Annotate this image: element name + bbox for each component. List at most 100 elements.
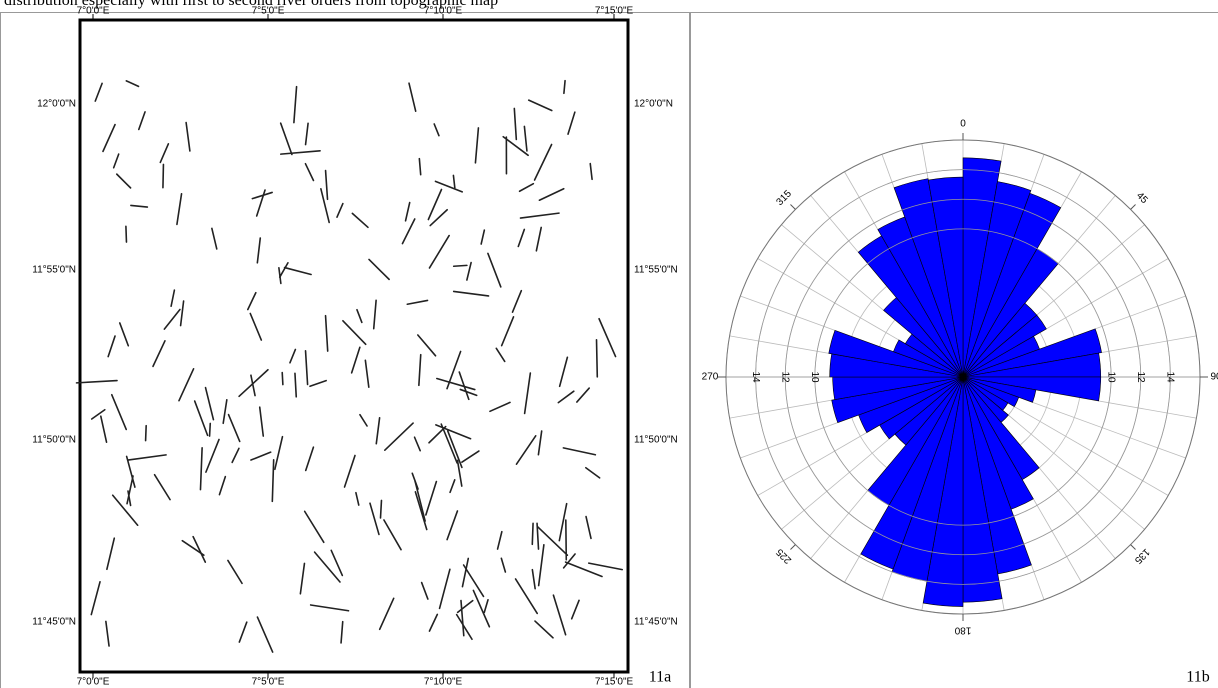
- lineament: [446, 430, 463, 469]
- angle-label: 90: [1210, 372, 1218, 383]
- lineament: [351, 212, 369, 229]
- lineament: [379, 499, 383, 519]
- lineament: [227, 559, 243, 585]
- lineament: [449, 479, 456, 494]
- lineament: [105, 620, 110, 647]
- ring-label: 10: [809, 371, 820, 383]
- angle-label: 0: [960, 119, 966, 130]
- panel-b-border: [690, 12, 1218, 688]
- lineament: [418, 353, 422, 387]
- lineament: [356, 308, 363, 324]
- lineament: [218, 475, 227, 496]
- lineament: [144, 424, 147, 442]
- lineament: [456, 599, 474, 614]
- map-frame: [78, 18, 630, 674]
- lineament: [519, 212, 560, 219]
- lineament: [455, 613, 473, 641]
- lineament: [278, 267, 282, 285]
- rose-diagram: 10101212141404590135180225270315: [702, 119, 1218, 636]
- lineament: [256, 616, 274, 653]
- ring-tick: [814, 228, 1112, 526]
- lineament: [127, 490, 132, 507]
- lineament: [336, 202, 344, 218]
- y-coord-label: 11°55'0"N: [32, 265, 76, 276]
- lineament: [538, 187, 565, 202]
- lineament: [110, 393, 128, 431]
- lineament: [535, 226, 543, 252]
- lineament: [564, 561, 603, 578]
- rose-petal: [860, 376, 964, 570]
- lineament: [461, 450, 480, 463]
- lineament: [552, 594, 567, 636]
- lineament: [130, 204, 149, 208]
- lineament: [452, 174, 456, 189]
- rose-petal: [962, 328, 1102, 378]
- lineament: [90, 581, 101, 616]
- lineament: [111, 494, 139, 527]
- angle-label: 45: [1134, 190, 1150, 206]
- x-coord-label: 7°5'0"E: [252, 6, 285, 17]
- lineament: [417, 334, 437, 357]
- lineament: [378, 597, 395, 631]
- lineament: [495, 347, 506, 363]
- lineament: [299, 562, 306, 595]
- angle-label: 270: [702, 372, 719, 383]
- lineament: [178, 367, 195, 402]
- lineament: [558, 356, 569, 388]
- lineament: [125, 80, 140, 88]
- lineament: [452, 290, 490, 297]
- lineament: [456, 459, 463, 487]
- lineament: [162, 163, 165, 189]
- rose-petal: [927, 176, 964, 378]
- lineament: [459, 388, 478, 397]
- lineament: [256, 237, 262, 264]
- lineament: [413, 436, 421, 452]
- lineament: [383, 519, 402, 551]
- lineament: [531, 568, 536, 590]
- y-coord-label: 12°0'0"N: [634, 99, 673, 110]
- lineament: [199, 447, 203, 491]
- lineament: [304, 122, 309, 146]
- lineament: [537, 430, 543, 456]
- lineament: [466, 261, 472, 281]
- lineament: [304, 350, 309, 386]
- lineament: [231, 447, 240, 464]
- lineament: [289, 348, 297, 364]
- lineament: [304, 446, 315, 472]
- lineament: [408, 82, 417, 112]
- rose-petal: [828, 330, 964, 378]
- x-coord-label: 7°15'0"E: [595, 677, 634, 688]
- lineament: [320, 188, 330, 224]
- angle-label: 180: [954, 624, 971, 635]
- rose-petal: [962, 192, 1062, 378]
- lineament: [249, 312, 263, 341]
- lineament: [250, 374, 256, 397]
- lineament: [562, 553, 576, 569]
- lineament: [587, 562, 624, 571]
- lineament: [438, 568, 451, 610]
- lineament: [283, 266, 312, 276]
- ring-label: 10: [1105, 371, 1116, 383]
- lineament: [369, 502, 380, 536]
- lineament: [461, 557, 470, 588]
- ring-label: 14: [750, 371, 761, 383]
- lineament: [118, 322, 130, 347]
- lineament: [205, 438, 220, 473]
- y-coord-label: 11°45'0"N: [634, 617, 678, 628]
- lineament: [563, 79, 566, 95]
- lineament: [418, 157, 422, 176]
- lineament: [372, 299, 377, 330]
- lineament: [125, 225, 128, 243]
- lineament: [153, 473, 171, 501]
- lineament: [324, 314, 329, 352]
- lineament: [500, 316, 515, 347]
- lineament: [384, 422, 414, 451]
- x-coord-label: 7°5'0"E: [252, 677, 285, 688]
- lineament: [460, 599, 465, 637]
- lineament: [227, 413, 241, 443]
- y-coord-label: 11°50'0"N: [634, 435, 678, 446]
- lineament: [355, 491, 360, 506]
- lineament: [414, 491, 428, 531]
- lineament: [309, 379, 327, 388]
